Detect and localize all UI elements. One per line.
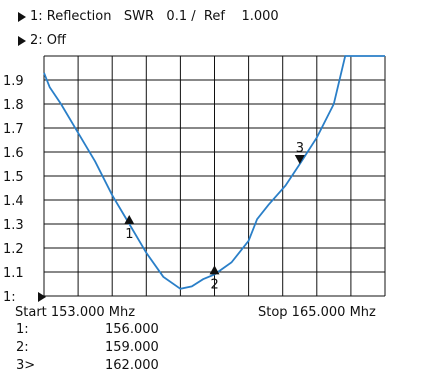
- y-tick-label: 1.5: [3, 170, 24, 185]
- start-label: Start 153.000 Mhz: [15, 305, 135, 320]
- trace2-label: 2: Off: [30, 33, 66, 48]
- y-tick-labels: 1.9 1.8 1.7 1.6 1.5 1.4 1.3 1.2 1.1 1:: [3, 74, 24, 305]
- marker-1-id-label: 1: [125, 227, 133, 242]
- y-tick-label: 1.2: [3, 242, 24, 257]
- marker-2-id-label: 2: [211, 277, 219, 292]
- trace2-icon: [18, 35, 26, 46]
- trace1-ref-label: Ref: [203, 9, 225, 24]
- y-tick-label: 1.3: [3, 218, 24, 233]
- trace1-ref-value: 1.000: [241, 9, 279, 24]
- trace2-header: 2: Off: [18, 33, 66, 48]
- marker1-label: 1:: [16, 322, 29, 337]
- y-tick-label: 1.7: [3, 122, 24, 137]
- marker-3-id-label: 3: [296, 141, 304, 156]
- marker3-freq: 162.000: [105, 358, 159, 373]
- y-tick-label: 1.4: [3, 194, 24, 209]
- trace1-label: 1: Reflection: [30, 9, 112, 24]
- marker3-label: 3>: [16, 358, 36, 373]
- y-tick-label: 1.8: [3, 98, 24, 113]
- trace1-mode: SWR: [123, 9, 155, 24]
- stop-label: Stop 165.000 Mhz: [258, 305, 376, 320]
- trace1-scale: 0.1 /: [166, 9, 196, 24]
- y-tick-label: 1.1: [3, 266, 24, 281]
- marker2-label: 2:: [16, 340, 29, 355]
- y-tick-label: 1:: [3, 290, 16, 305]
- y-tick-label: 1.6: [3, 146, 24, 161]
- trace1-header: 1: Reflection SWR 0.1 / Ref 1.000: [18, 9, 279, 24]
- marker-symbols: 1 2 3: [124, 141, 305, 292]
- marker2-freq: 159.000: [105, 340, 159, 355]
- marker-3-triangle: [294, 155, 305, 164]
- marker-1-triangle: [124, 215, 135, 224]
- marker-2-triangle: [209, 265, 220, 275]
- marker1-freq: 156.000: [105, 322, 159, 337]
- chart-grid: [43, 55, 386, 297]
- trace1-active-icon: [18, 11, 26, 22]
- reference-arrow-icon: [38, 292, 46, 302]
- y-tick-label: 1.9: [3, 74, 24, 89]
